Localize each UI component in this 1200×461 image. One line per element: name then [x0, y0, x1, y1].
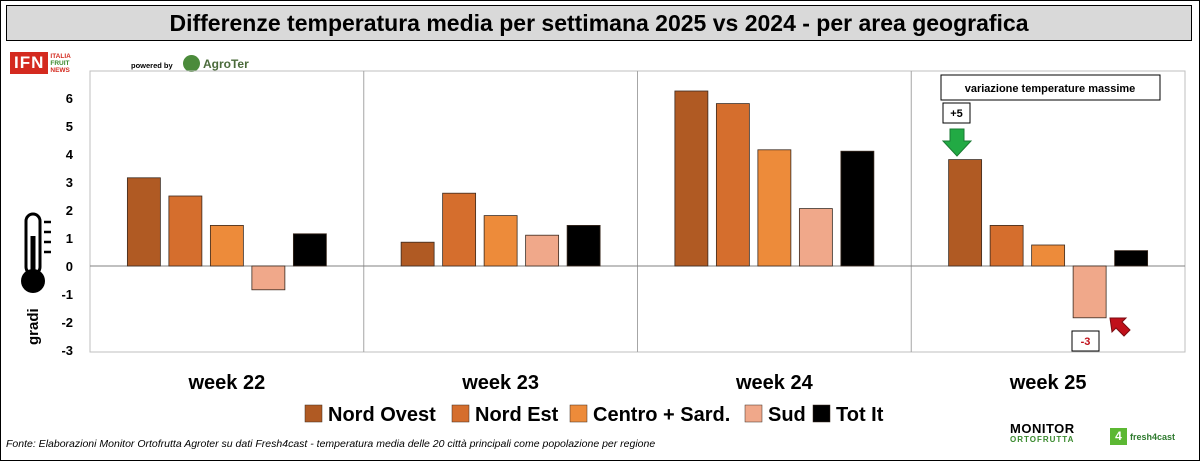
source-note: Fonte: Elaborazioni Monitor Ortofrutta A…: [6, 438, 656, 450]
monitor-ortofrutta-logo: MONITOR ORTOFRUTTA: [1010, 421, 1075, 444]
legend-swatch: [451, 404, 470, 423]
bar: [525, 234, 560, 267]
x-category-label: week 24: [735, 372, 814, 394]
ifn-logo-side: ITALIA FRUIT NEWS: [50, 52, 71, 74]
bar: [168, 195, 203, 267]
y-tick-label: -2: [61, 315, 73, 330]
bar: [126, 177, 161, 267]
powered-by-label: powered by: [131, 61, 173, 70]
fresh4cast-logo: 4 fresh4cast: [1110, 428, 1175, 445]
legend-swatch: [812, 404, 831, 423]
bar: [715, 103, 750, 267]
bar: [948, 159, 983, 267]
annotation-plus-box: [942, 102, 971, 124]
bar: [566, 224, 601, 267]
y-tick-label: -3: [61, 343, 73, 358]
bar: [442, 192, 477, 267]
y-tick-label: 4: [66, 147, 74, 162]
bar: [1114, 250, 1149, 267]
bar: [798, 208, 833, 267]
green-arrow-icon: [941, 128, 973, 157]
legend-swatch: [744, 404, 763, 423]
bar: [989, 224, 1024, 267]
y-tick-label: -1: [61, 287, 73, 302]
bar: [400, 241, 435, 267]
bar: [292, 233, 327, 267]
y-tick-label: 6: [66, 91, 73, 106]
red-arrow-icon: [1109, 317, 1131, 337]
bar: [757, 149, 792, 267]
y-tick-label: 2: [66, 203, 73, 218]
y-tick-label: 1: [66, 231, 73, 246]
ifn-logo: IFN ITALIA FRUIT NEWS: [10, 51, 71, 75]
annotation-plus-label: +5: [950, 108, 963, 120]
annotation-minus-label: -3: [1081, 336, 1091, 348]
y-tick-label: 0: [66, 259, 73, 274]
legend-label: Sud: [768, 404, 806, 426]
x-category-label: week 22: [188, 372, 266, 394]
agroter-leaf-icon: [183, 55, 200, 72]
fresh4cast-icon: 4: [1110, 428, 1127, 445]
agroter-logo-text: AgroTer: [203, 56, 249, 71]
y-tick-label: 5: [66, 119, 73, 134]
x-category-label: week 25: [1009, 372, 1087, 394]
x-category-label: week 23: [461, 372, 539, 394]
annotation-minus-box: [1071, 330, 1100, 352]
y-axis-label: gradi: [25, 308, 42, 345]
bar: [209, 224, 244, 267]
agroter-logo: AgroTer: [183, 55, 249, 72]
bar: [674, 90, 709, 267]
legend-label: Tot It: [836, 404, 884, 426]
legend-swatch: [569, 404, 588, 423]
annotation-box-label: variazione temperature massime: [965, 83, 1136, 95]
bar: [1031, 244, 1066, 267]
legend-label: Nord Ovest: [328, 404, 436, 426]
legend-label: Centro + Sard.: [593, 404, 730, 426]
ifn-logo-mark: IFN: [10, 52, 49, 74]
y-tick-label: 3: [66, 175, 73, 190]
bar: [483, 215, 518, 267]
legend-swatch: [304, 404, 323, 423]
annotation-box: [940, 74, 1161, 101]
bar: [840, 150, 875, 267]
thermometer-icon: [21, 212, 51, 293]
chart-title: Differenze temperatura media per settima…: [6, 5, 1192, 41]
legend-label: Nord Est: [475, 404, 559, 426]
bar: [1072, 265, 1107, 319]
bar: [251, 265, 286, 291]
